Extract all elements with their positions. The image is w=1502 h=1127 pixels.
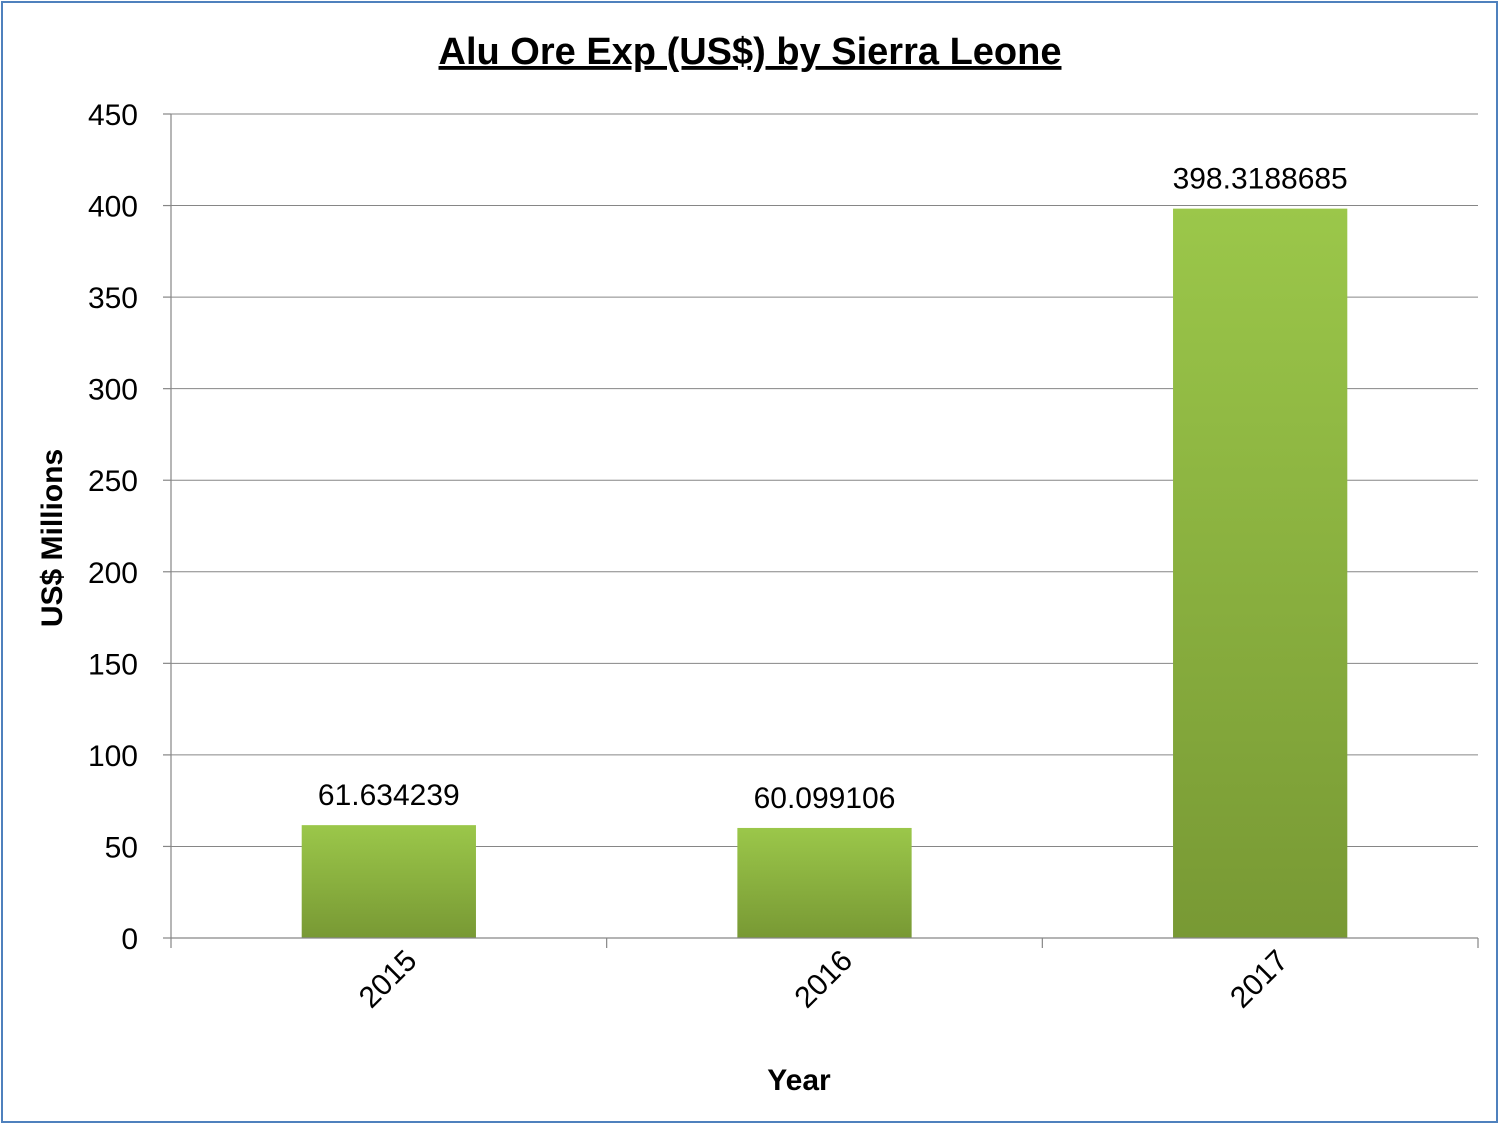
bar-2015 <box>301 825 476 938</box>
y-tick-label: 400 <box>88 191 138 224</box>
y-tick-label: 50 <box>105 831 138 864</box>
x-tick-label-2017: 2017 <box>1224 944 1295 1015</box>
x-tick-label-2015: 2015 <box>353 944 424 1015</box>
bar-2016 <box>737 827 912 938</box>
x-tick-label-2016: 2016 <box>789 944 860 1015</box>
y-tick-label: 150 <box>88 648 138 681</box>
bar-2017 <box>1173 208 1348 938</box>
y-tick-label: 100 <box>88 740 138 773</box>
y-tick-label: 0 <box>121 923 138 956</box>
y-tick-label: 300 <box>88 374 138 407</box>
data-label-2017: 398.3188685 <box>1173 163 1348 196</box>
y-tick-label: 350 <box>88 282 138 315</box>
y-axis-title: US$ Millions <box>36 449 69 627</box>
y-tick-label: 200 <box>88 557 138 590</box>
y-tick-label: 250 <box>88 465 138 498</box>
x-axis-title: Year <box>767 1064 831 1097</box>
data-label-2015: 61.634239 <box>318 779 460 812</box>
data-label-2016: 60.099106 <box>754 782 896 815</box>
y-tick-label: 450 <box>88 99 138 132</box>
chart-title: Alu Ore Exp (US$) by Sierra Leone <box>439 31 1062 73</box>
